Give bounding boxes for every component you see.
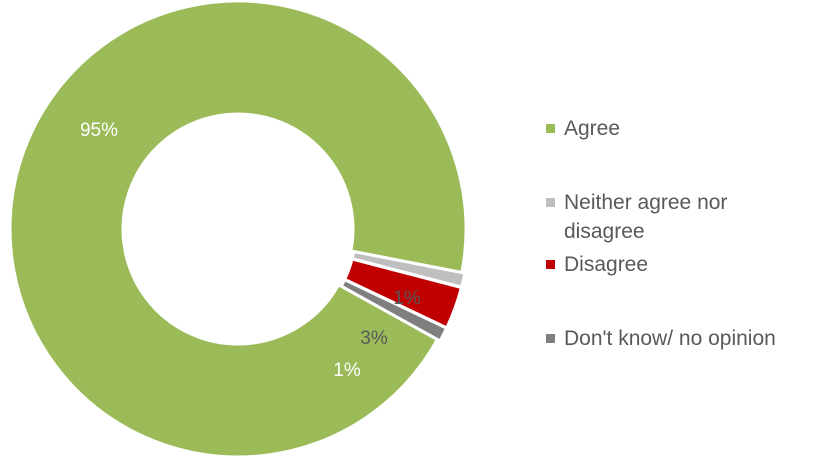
legend-label-dont-know: Don't know/ no opinion bbox=[564, 327, 776, 350]
data-labels: 95%1%3%1% bbox=[80, 120, 421, 381]
legend: Agree Neither agree nor disagree Disagre… bbox=[546, 114, 825, 352]
legend-item-disagree: Disagree bbox=[546, 250, 825, 278]
data-label-agree: 95% bbox=[80, 120, 118, 141]
legend-swatch-dont-know bbox=[546, 334, 555, 343]
legend-swatch-agree bbox=[546, 124, 555, 133]
data-label-dont-know: 1% bbox=[333, 360, 361, 381]
legend-item-agree: Agree bbox=[546, 114, 825, 142]
data-label-disagree: 3% bbox=[360, 328, 388, 349]
slice-agree bbox=[8, 0, 468, 457]
legend-label-disagree: Disagree bbox=[564, 253, 649, 276]
legend-swatch-disagree bbox=[546, 260, 555, 269]
legend-label-neither: Neither agree nor disagree bbox=[564, 191, 728, 243]
legend-label-agree: Agree bbox=[564, 117, 621, 140]
legend-swatch-neither bbox=[546, 198, 555, 207]
legend-item-dont-know: Don't know/ no opinion bbox=[546, 324, 825, 352]
legend-item-neither: Neither agree nor disagree bbox=[546, 188, 825, 246]
donut-slices bbox=[8, 0, 468, 457]
data-label-neither: 1% bbox=[393, 288, 421, 309]
slice-dont-know bbox=[339, 277, 449, 343]
